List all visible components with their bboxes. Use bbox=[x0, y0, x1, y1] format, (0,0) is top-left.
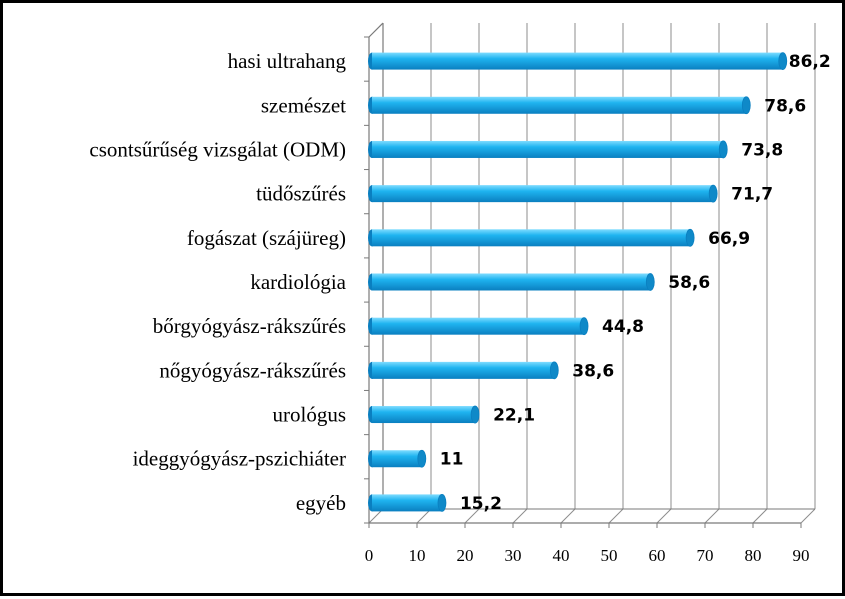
bar-6 bbox=[368, 317, 589, 336]
x-tick-label-5: 50 bbox=[601, 546, 618, 565]
bar-9-body bbox=[372, 450, 422, 468]
data-label-3: 71,7 bbox=[731, 185, 773, 205]
back-wall bbox=[383, 23, 815, 509]
bar-9-cap bbox=[417, 449, 427, 468]
bar-chart: hasi ultrahang szemészet csontsűrűség vizs… bbox=[89, 22, 831, 565]
bar-7-body bbox=[372, 361, 555, 379]
data-label-5: 58,6 bbox=[668, 273, 710, 293]
bar-4-body bbox=[372, 229, 691, 247]
data-label-6: 44,8 bbox=[602, 317, 644, 337]
bar-0-cap bbox=[778, 52, 788, 70]
floor-line-6 bbox=[656, 508, 672, 524]
bar-1-body bbox=[372, 96, 747, 114]
x-tick-label-7: 70 bbox=[697, 546, 714, 565]
bar-2 bbox=[368, 140, 728, 159]
floor-line-9 bbox=[800, 508, 816, 524]
bar-9 bbox=[368, 449, 427, 468]
x-tick-label-3: 30 bbox=[505, 546, 522, 565]
data-label-8: 22,1 bbox=[493, 406, 535, 426]
category-label-5: kardiológia bbox=[250, 270, 346, 294]
bar-3-body bbox=[372, 185, 714, 203]
category-label-10: egyéb bbox=[296, 491, 346, 515]
x-tick-label-8: 80 bbox=[745, 546, 762, 565]
bar-10-cap bbox=[437, 494, 447, 512]
bar-8-cap bbox=[470, 405, 480, 424]
category-labels: hasi ultrahang szemészet csontsűrűség vizs… bbox=[89, 49, 346, 515]
bar-5-cap bbox=[645, 273, 655, 291]
category-label-9: ideggyógyász-pszichiáter bbox=[133, 447, 346, 471]
category-label-0: hasi ultrahang bbox=[228, 49, 347, 73]
bar-4 bbox=[368, 228, 695, 247]
data-label-0: 86,2 bbox=[789, 52, 831, 72]
bar-6-cap bbox=[579, 317, 589, 336]
floor-line-3 bbox=[512, 508, 528, 524]
x-tick-label-0: 0 bbox=[365, 546, 374, 565]
bar-7-cap bbox=[549, 361, 559, 380]
bar-1-cap bbox=[741, 96, 751, 115]
bar-2-body bbox=[372, 140, 724, 158]
bar-4-cap bbox=[685, 228, 695, 247]
bar-3 bbox=[368, 184, 718, 203]
bar-1 bbox=[368, 96, 751, 115]
floor-line-2 bbox=[464, 508, 480, 524]
x-tick-labels: 0 10 20 30 40 50 60 70 80 90 bbox=[365, 546, 810, 565]
data-label-2: 73,8 bbox=[741, 140, 783, 160]
x-tick-label-6: 60 bbox=[649, 546, 666, 565]
y-axis-top-edge bbox=[368, 22, 384, 38]
bars bbox=[368, 52, 788, 512]
plot-wall bbox=[383, 23, 815, 509]
data-label-1: 78,6 bbox=[764, 96, 806, 116]
data-label-10: 15,2 bbox=[460, 494, 502, 514]
bar-3-cap bbox=[708, 184, 718, 203]
bar-7 bbox=[368, 361, 559, 380]
floor-line-4 bbox=[560, 508, 576, 524]
bar-0 bbox=[368, 52, 788, 70]
x-tick-label-4: 40 bbox=[553, 546, 570, 565]
category-label-8: urológus bbox=[273, 403, 347, 427]
bar-6-body bbox=[372, 317, 585, 335]
bar-2-cap bbox=[718, 140, 728, 159]
floor-line-8 bbox=[752, 508, 768, 524]
category-label-6: bőrgyógyász-rákszűrés bbox=[153, 314, 346, 338]
data-labels: 86,2 78,6 73,8 71,7 66,9 58,6 44,8 38,6 22,1 11 15… bbox=[440, 52, 831, 514]
category-label-2: csontsűrűség vizsgálat (ODM) bbox=[89, 137, 346, 161]
bar-10-body bbox=[372, 494, 442, 512]
floor-line-5 bbox=[608, 508, 624, 524]
category-label-7: nőgyógyász-rákszűrés bbox=[159, 358, 346, 382]
category-label-3: tüdőszűrés bbox=[256, 182, 346, 206]
category-label-1: szemészet bbox=[261, 93, 346, 117]
x-tick-label-9: 90 bbox=[793, 546, 810, 565]
bar-8-body bbox=[372, 406, 476, 424]
bar-5-body bbox=[372, 273, 651, 291]
data-label-7: 38,6 bbox=[572, 361, 614, 381]
category-label-4: fogászat (szájüreg) bbox=[187, 226, 346, 250]
data-label-4: 66,9 bbox=[708, 229, 750, 249]
bar-8 bbox=[368, 405, 480, 424]
x-tick-label-1: 10 bbox=[409, 546, 426, 565]
bar-5 bbox=[368, 273, 655, 291]
bar-0-body bbox=[372, 52, 783, 70]
floor-line-7 bbox=[704, 508, 720, 524]
data-label-9: 11 bbox=[440, 450, 464, 470]
x-tick-label-2: 20 bbox=[457, 546, 474, 565]
bar-10 bbox=[368, 494, 447, 512]
